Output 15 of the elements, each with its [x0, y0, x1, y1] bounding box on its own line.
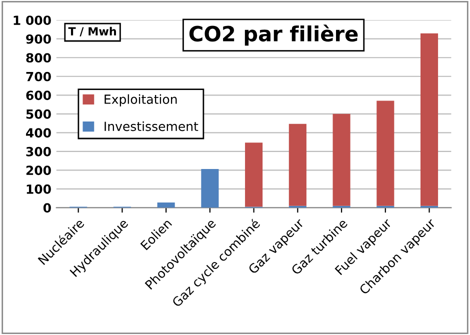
y-tick-label: 0	[43, 203, 51, 213]
annotation: T / Mwh	[68, 26, 116, 36]
y-tick-label: 500	[26, 109, 51, 119]
y-tick-label: 700	[26, 72, 51, 82]
y-tick-label: 300	[26, 146, 51, 156]
y-tick-label: 400	[26, 128, 51, 138]
y-tick-label: 100	[26, 184, 51, 194]
y-tick-label: 1 000	[14, 16, 51, 26]
legend-label: Investissement	[104, 121, 198, 132]
y-tick-label: 900	[26, 34, 51, 44]
y-tick-label: 800	[26, 53, 51, 63]
legend-label: Exploitation	[104, 94, 177, 106]
chart-title: CO2 par filière	[189, 24, 358, 46]
y-tick-label: 600	[26, 90, 51, 100]
y-tick-label: 200	[26, 166, 51, 176]
